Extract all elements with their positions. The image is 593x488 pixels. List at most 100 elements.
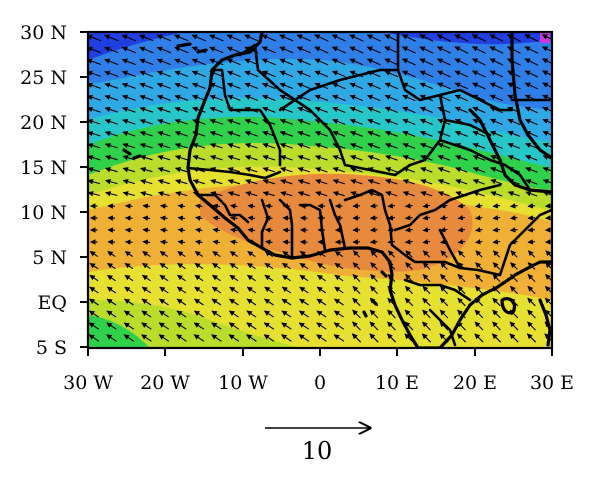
wind-vector — [387, 250, 396, 258]
wind-vector — [227, 167, 241, 173]
wind-vector — [542, 191, 552, 197]
wind-vector — [457, 262, 466, 270]
wind-vector — [296, 46, 311, 54]
wind-vector — [332, 179, 345, 185]
wind-vector — [436, 46, 451, 54]
wind-vector — [332, 142, 346, 149]
wind-vector — [352, 262, 361, 270]
wind-vector — [159, 215, 168, 221]
wind-vector — [387, 274, 396, 282]
wind-vector — [419, 46, 434, 54]
wind-vector — [367, 106, 381, 114]
wind-vector — [296, 58, 311, 66]
wind-vector — [139, 46, 154, 54]
wind-vector — [298, 334, 310, 342]
wind-vector — [244, 106, 258, 113]
wind-vector — [404, 321, 414, 331]
wind-vector — [142, 250, 151, 258]
wind-vector — [209, 118, 223, 125]
wind-vector — [422, 239, 431, 245]
wind-vector — [350, 191, 363, 197]
wind-vector — [474, 297, 484, 307]
wind-vector — [156, 94, 171, 101]
wind-vector — [472, 142, 486, 149]
cape-verde — [122, 148, 142, 160]
wind-vector — [262, 106, 276, 113]
wind-vector — [384, 58, 399, 66]
wind-vector — [421, 333, 432, 343]
wind-vector — [211, 334, 222, 342]
wind-vector — [88, 82, 101, 89]
wind-vector — [527, 227, 536, 233]
wind-vector — [227, 154, 241, 161]
wind-vector — [492, 250, 501, 258]
wind-vector — [141, 274, 151, 282]
wind-vector — [281, 322, 292, 330]
wind-vector — [194, 286, 204, 294]
wind-vector — [247, 203, 256, 209]
wind-vector — [229, 203, 238, 209]
wind-vector — [402, 154, 416, 161]
wind-vector — [299, 286, 309, 294]
wind-vector — [352, 309, 361, 319]
wind-vector — [419, 130, 433, 137]
wind-vector — [367, 166, 381, 173]
wind-vector — [297, 94, 311, 102]
wind-vector — [175, 167, 188, 173]
wind-vector — [457, 239, 466, 245]
wind-vector — [437, 82, 451, 90]
wind-vector — [279, 70, 294, 78]
wind-vector — [297, 179, 310, 185]
wind-vector — [262, 191, 275, 197]
wind-vector — [174, 58, 189, 66]
wind-vector — [454, 118, 468, 126]
wind-vector — [439, 321, 449, 331]
wind-vector — [492, 309, 501, 319]
wind-vector — [244, 130, 258, 137]
wind-vector — [107, 250, 116, 258]
wind-vector — [472, 130, 486, 137]
wind-vector — [422, 227, 431, 233]
wind-vector — [176, 286, 187, 294]
wind-vector — [349, 130, 363, 137]
wind-vector — [226, 70, 241, 78]
wind-vector — [369, 321, 379, 331]
wind-vector — [209, 70, 224, 78]
wind-vector — [331, 58, 346, 66]
wind-vector — [174, 142, 188, 149]
lon-tick-label: 30 E — [530, 372, 574, 394]
wind-vector — [542, 166, 552, 173]
wind-vector — [142, 239, 151, 245]
wind-vector — [472, 166, 485, 173]
wind-vector — [89, 250, 99, 258]
wind-vector — [192, 106, 206, 113]
wind-vector — [489, 58, 504, 66]
wind-vector — [282, 203, 291, 209]
wind-vector — [492, 227, 501, 233]
wind-vector — [139, 70, 154, 78]
wind-vector — [510, 262, 518, 270]
wind-vector — [525, 154, 538, 161]
wind-vector — [420, 166, 433, 173]
wind-vector — [384, 118, 398, 125]
wind-vector — [139, 82, 154, 89]
wind-vector — [316, 274, 326, 282]
wind-vector — [159, 227, 168, 233]
wind-vector — [176, 322, 187, 330]
wind-vector — [437, 118, 451, 126]
wind-vector — [264, 239, 273, 245]
wind-vector — [542, 118, 552, 124]
wind-vector — [475, 262, 483, 270]
wind-vector — [211, 310, 222, 318]
wind-vector — [209, 154, 223, 161]
wind-vector — [490, 166, 503, 173]
wind-vector — [194, 262, 204, 270]
wind-vector — [472, 191, 485, 197]
wind-vector — [229, 227, 238, 233]
wind-vector — [244, 82, 259, 90]
lon-tick-label: 20 E — [453, 372, 497, 394]
wind-vector — [492, 285, 501, 295]
wind-vector — [455, 191, 468, 197]
wind-vector — [247, 262, 256, 270]
wind-vector — [349, 82, 364, 90]
